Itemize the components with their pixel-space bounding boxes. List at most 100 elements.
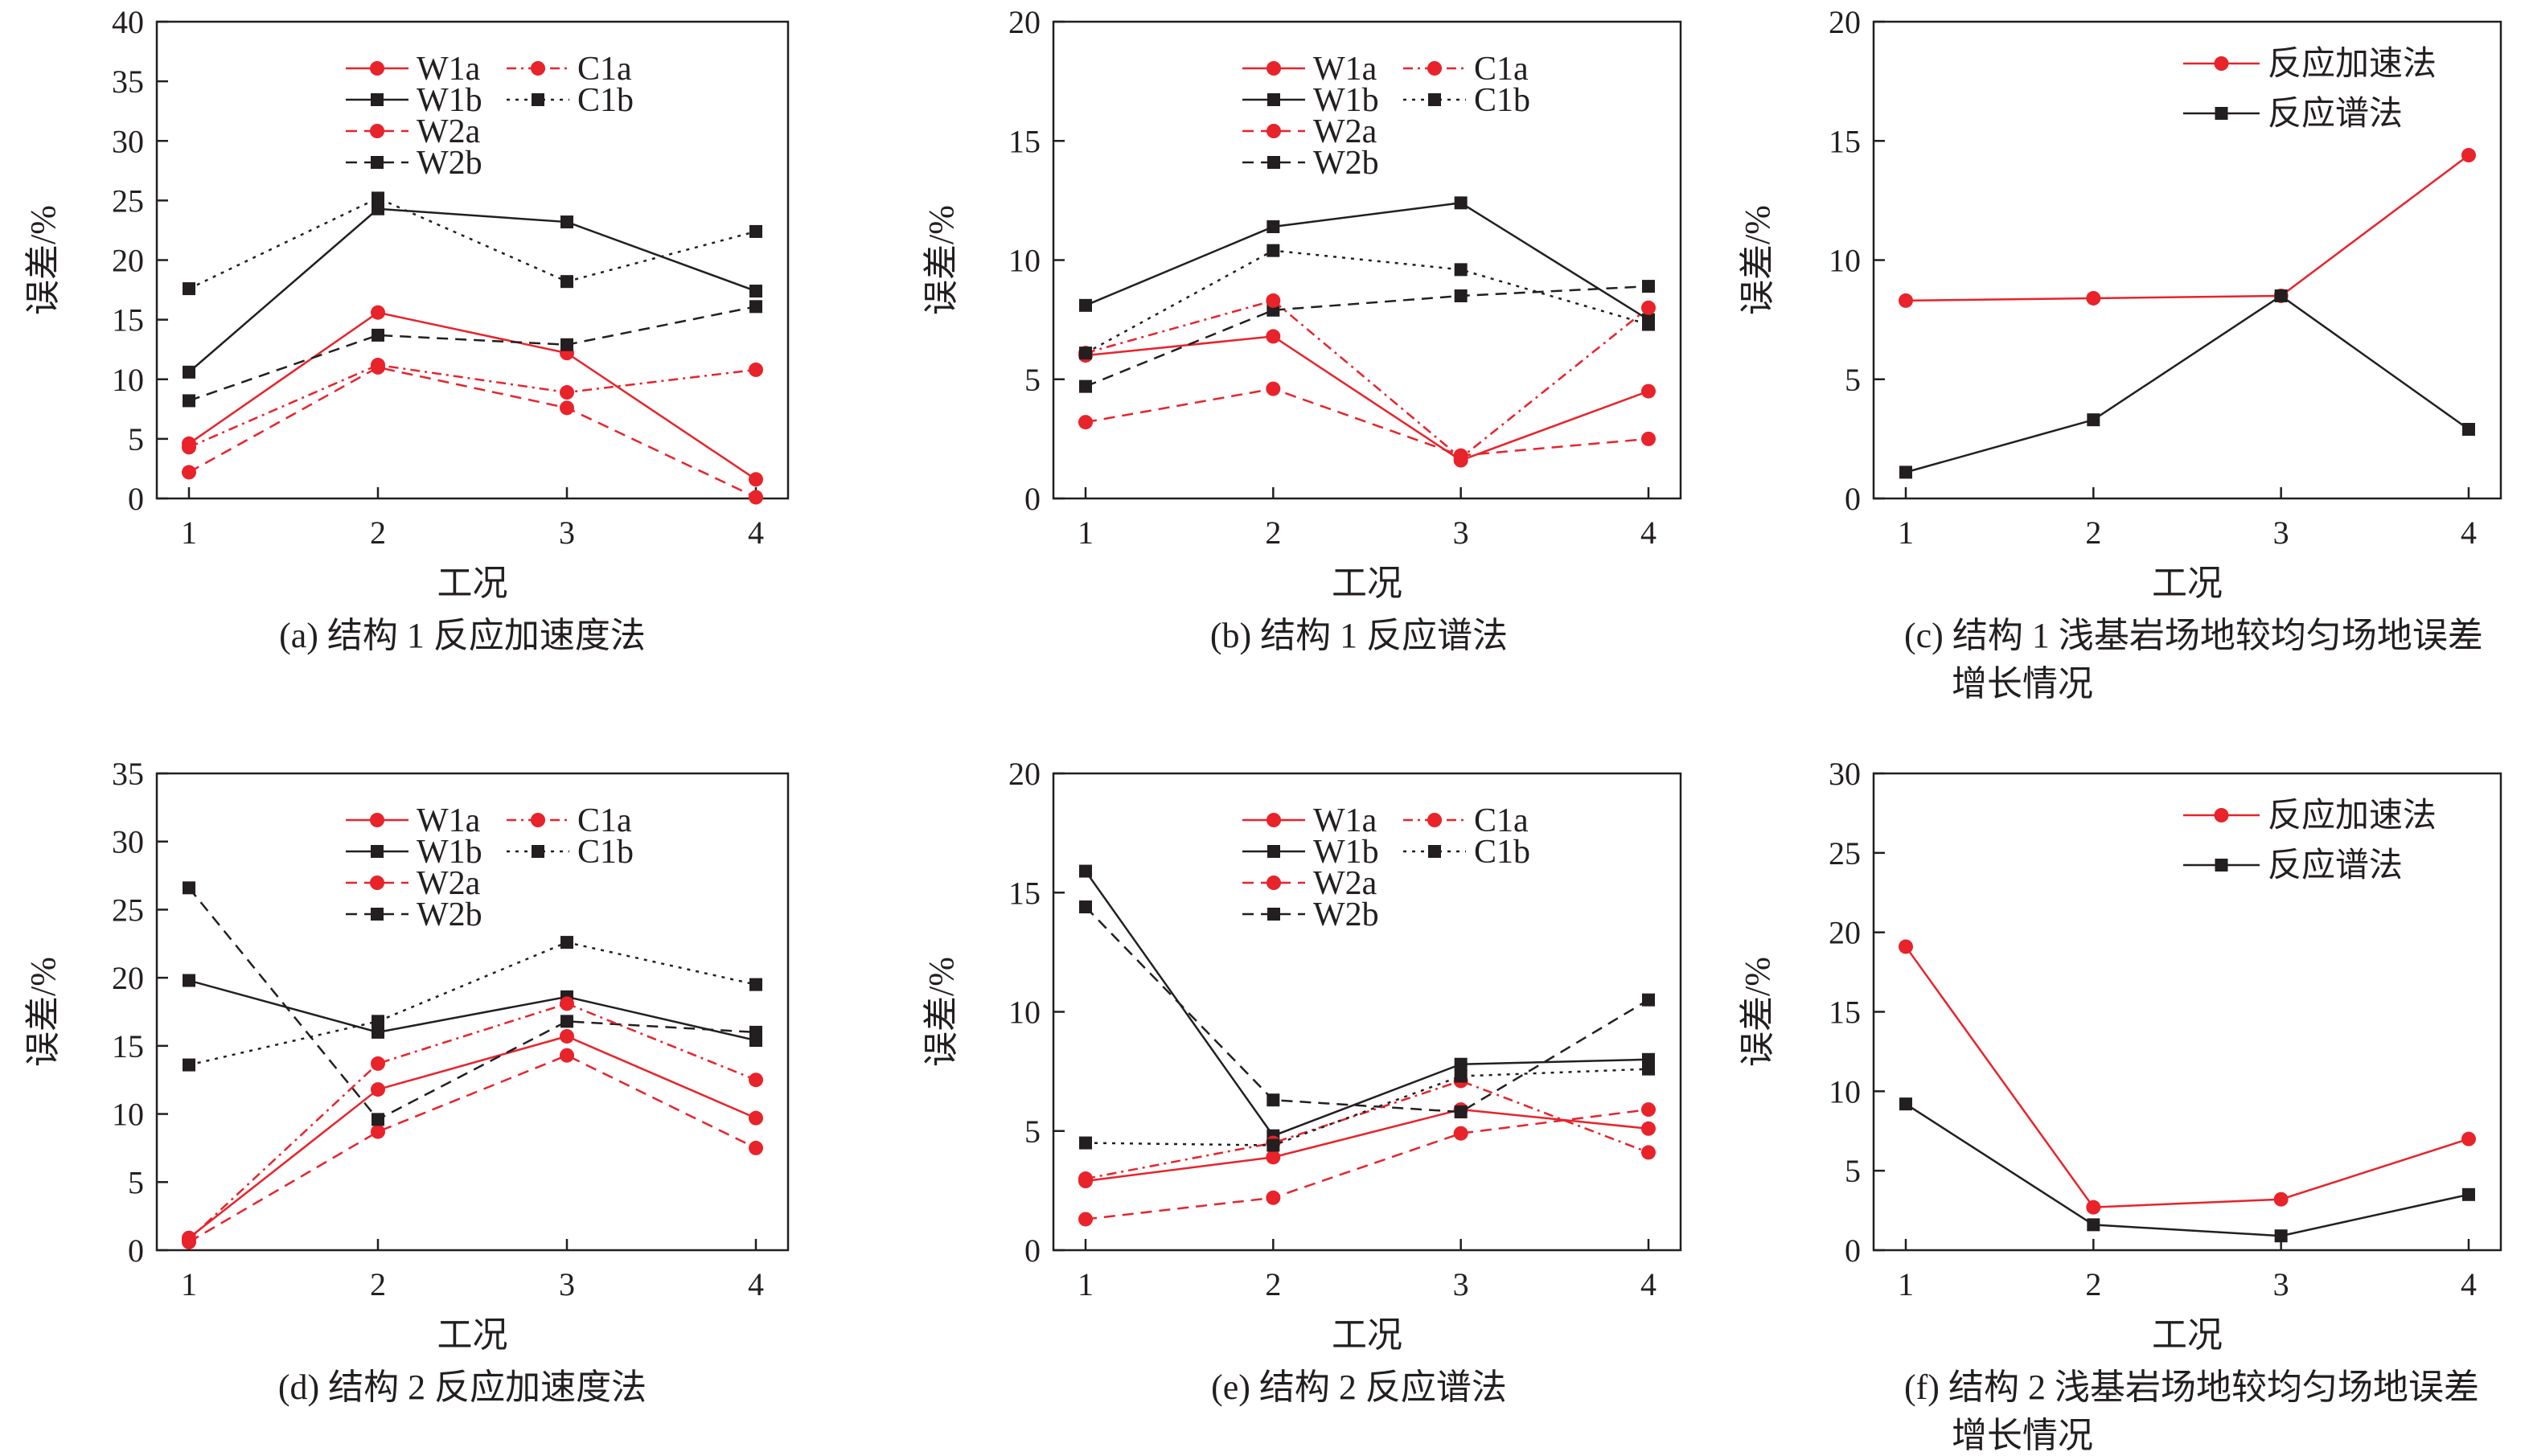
data-point [372,202,384,215]
data-point [560,338,573,351]
y-tick-label: 20 [1829,915,1861,951]
x-tick-label: 1 [1898,515,1914,551]
data-point [183,974,195,987]
panel-caption: (a) 结构 1 反应加速度法 [279,616,646,655]
series-反应谱法 [1899,1097,2475,1243]
x-tick-label: 3 [2273,1266,2289,1302]
legend-marker [371,908,384,921]
legend-label: C1b [1474,834,1530,871]
data-point [2087,1218,2100,1232]
data-point [182,1232,196,1247]
series-W1a [182,1028,763,1245]
data-point [1266,381,1281,396]
y-tick-label: 40 [112,4,144,40]
series-line [1085,335,1649,461]
series-line [1085,906,1649,1114]
data-point [749,1073,763,1088]
y-axis-label: 误差/% [1738,205,1777,315]
x-axis-label: 工况 [437,564,508,603]
series-line [1085,285,1649,388]
data-point [1079,379,1092,393]
series-反应加速法 [1899,939,2476,1215]
data-point [749,300,762,314]
legend-label: W2a [1313,865,1377,902]
data-point [749,472,763,487]
data-point [749,285,762,298]
data-point [182,465,196,480]
data-point [749,362,763,377]
y-axis-label: 误差/% [1738,957,1777,1067]
data-point [749,978,762,991]
x-tick-label: 2 [370,515,386,551]
data-point [1642,280,1655,293]
series-line [188,366,757,498]
legend-label: 反应谱法 [2268,95,2403,133]
x-tick-label: 1 [1078,515,1094,551]
data-point [560,385,574,400]
y-tick-label: 15 [1829,995,1861,1031]
data-point [183,881,195,895]
data-point [1454,263,1468,277]
x-tick-label: 4 [748,515,764,551]
series-line [188,1003,757,1241]
legend-marker [2215,107,2228,120]
data-point [2462,1187,2475,1201]
data-point [560,215,573,229]
data-point [560,1048,574,1063]
legend-marker [532,845,544,858]
data-point [1079,347,1092,360]
y-tick-label: 30 [112,824,144,860]
legend-marker [1267,93,1280,106]
data-point [1642,993,1655,1007]
x-axis-label: 工况 [1332,1315,1402,1355]
data-point [2273,1191,2289,1207]
x-tick-label: 3 [1453,1266,1469,1302]
data-point [183,282,195,296]
legend-label: W2b [1313,896,1379,933]
legend-label: W2b [417,896,482,933]
data-point [560,1028,574,1044]
legend-marker [370,124,384,138]
series-W2b [183,300,762,408]
data-point [1641,1145,1656,1160]
y-tick-label: 25 [112,183,144,219]
data-point [2086,1200,2101,1215]
series-C1a [182,996,763,1247]
data-point [560,1015,573,1028]
series-W1a [182,305,763,487]
legend-label: W1b [1313,834,1379,871]
data-point [1266,1190,1281,1205]
series-W1a [1078,329,1656,468]
series-W1b [183,202,762,379]
legend-marker [1266,813,1281,827]
series-line [188,887,757,1121]
x-tick-label: 3 [559,515,575,551]
series-反应加速法 [1899,148,2476,308]
data-point [1641,431,1656,446]
x-tick-label: 2 [1265,1266,1281,1302]
data-point [1079,900,1092,914]
legend-marker [531,813,545,827]
data-point [1899,939,1913,954]
data-point [749,224,762,238]
data-point [2274,289,2288,302]
chart-panel-6: 0 5 10 15 20 25 30 1 2 3 4 工况 误差/% (f) 结构 2 浅基岩场地较均匀场… [1738,756,2502,1455]
y-tick-label: 15 [112,1028,144,1064]
series-C1b [183,191,762,296]
data-point [1266,1093,1280,1107]
series-line [1085,1080,1649,1180]
series-line [1904,945,2469,1208]
legend-label: W1a [417,802,481,839]
x-axis-label: 工况 [2152,564,2223,603]
data-point [1642,318,1655,331]
series-line [188,363,757,449]
plot-frame [1872,772,2502,1252]
series-line [1085,249,1649,355]
series-W2a [182,1048,763,1249]
y-tick-label: 30 [1829,756,1861,792]
data-point [2086,290,2101,306]
